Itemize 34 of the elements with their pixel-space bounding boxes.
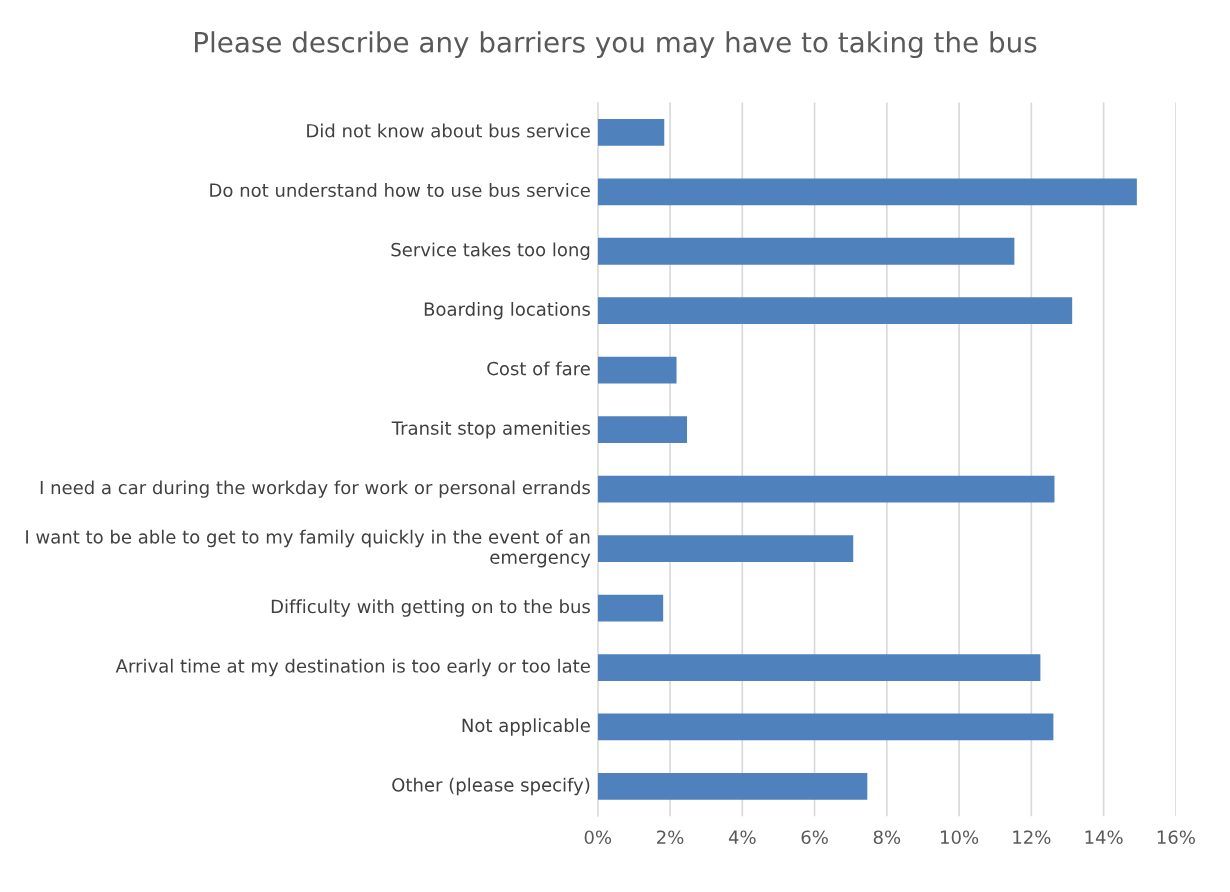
bar	[597, 416, 688, 444]
bar	[597, 594, 664, 622]
x-tick-label: 16%	[1157, 830, 1195, 845]
y-tick-label: Did not know about bus service	[307, 123, 590, 138]
y-tick-label: I need a car during the workday for work or personal errands	[40, 480, 590, 498]
y-tick-label: Not applicable	[462, 718, 590, 736]
x-tick-label: 6%	[801, 830, 828, 845]
bar	[597, 118, 665, 146]
x-tick-label: 2%	[657, 830, 684, 845]
bar	[597, 713, 1054, 741]
y-tick-label: I want to be able to get to my family quickly in the event of an emergency	[26, 529, 591, 568]
bar	[597, 773, 868, 800]
y-tick-label: Transit stop amenities	[391, 420, 590, 439]
x-tick-label: 14%	[1085, 830, 1123, 845]
bar	[597, 475, 1055, 503]
x-tick-label: 0%	[584, 830, 612, 845]
y-tick-label: Other (please specify)	[392, 777, 590, 796]
y-tick-label: Arrival time at my destination is too early or too late	[115, 658, 590, 677]
y-tick-label: Service takes too long	[391, 242, 590, 260]
bar	[597, 297, 1073, 325]
y-tick-label: Difficulty with getting on to the bus	[271, 599, 590, 617]
chart-title: Please describe any barriers you may have to taking the bus	[195, 31, 1037, 59]
x-tick-label: 12%	[1013, 830, 1051, 845]
y-tick-label: Cost of fare	[487, 361, 590, 376]
bar	[597, 237, 1015, 265]
x-tick-label: 10%	[941, 830, 979, 845]
y-tick-label: Boarding locations	[424, 301, 590, 320]
bar	[597, 178, 1137, 206]
y-tick-label: Do not understand how to use bus service	[210, 183, 590, 198]
bar	[597, 535, 854, 562]
bar	[597, 654, 1041, 681]
x-tick-label: 8%	[873, 830, 901, 845]
x-tick-label: 4%	[728, 830, 756, 845]
bar	[597, 356, 677, 384]
